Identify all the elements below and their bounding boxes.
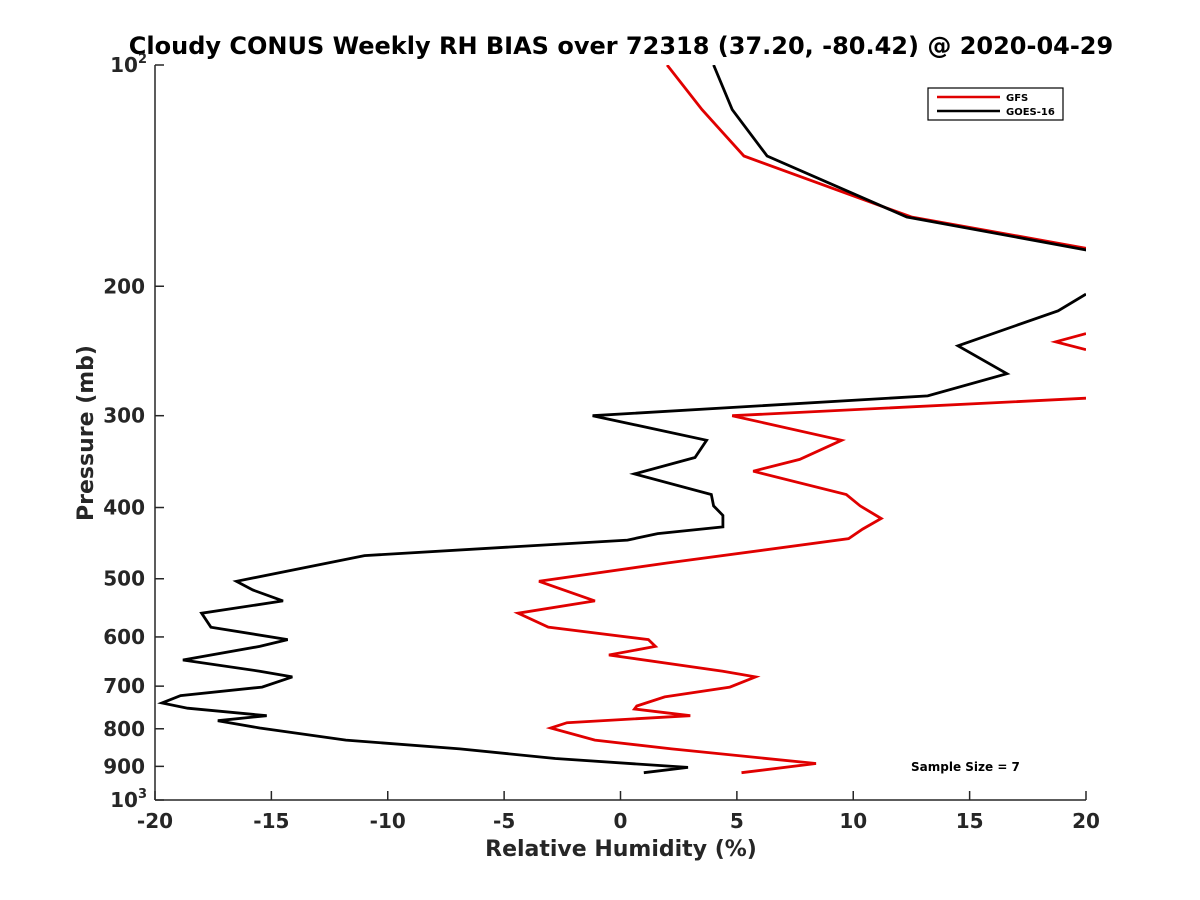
series-line-gfs bbox=[513, 396, 1086, 775]
x-tick-label: -10 bbox=[370, 809, 406, 833]
series-line-goes16 bbox=[157, 292, 1086, 775]
x-tick-label: 10 bbox=[839, 809, 867, 833]
x-tick-label: 20 bbox=[1072, 809, 1100, 833]
y-tick-label: 102 bbox=[110, 52, 147, 77]
y-tick-label: 700 bbox=[103, 674, 145, 698]
y-tick-label-exponent: 2 bbox=[138, 52, 147, 67]
plot-lines bbox=[157, 65, 1086, 775]
x-axis-ticks: -20 -15 -10 -5 0 5 10 15 20 bbox=[137, 791, 1100, 833]
y-tick-label-base: 10 bbox=[110, 788, 138, 812]
plot-area bbox=[155, 65, 1086, 800]
y-tick-label: 800 bbox=[103, 717, 145, 741]
chart-title: Cloudy CONUS Weekly RH BIAS over 72318 (… bbox=[129, 32, 1113, 60]
x-axis-label: Relative Humidity (%) bbox=[485, 837, 757, 862]
y-tick-label-exponent: 3 bbox=[138, 787, 147, 802]
legend-label-goes16: GOES-16 bbox=[1006, 107, 1055, 118]
legend: GFS GOES-16 bbox=[927, 87, 1064, 121]
y-tick-label-base: 10 bbox=[110, 53, 138, 77]
series-line-goes16 bbox=[712, 65, 1086, 252]
x-tick-label: -5 bbox=[493, 809, 515, 833]
x-tick-label: -15 bbox=[253, 809, 289, 833]
y-tick-label: 200 bbox=[103, 274, 145, 298]
x-tick-label: 5 bbox=[730, 809, 744, 833]
legend-label-gfs: GFS bbox=[1006, 93, 1028, 104]
y-tick-label: 400 bbox=[103, 496, 145, 520]
y-tick-label: 103 bbox=[110, 787, 147, 812]
y-tick-label: 300 bbox=[103, 404, 145, 428]
x-tick-label: -20 bbox=[137, 809, 173, 833]
y-tick-label: 600 bbox=[103, 625, 145, 649]
x-tick-label: 15 bbox=[956, 809, 984, 833]
series-line-gfs bbox=[1050, 332, 1086, 352]
y-axis-label: Pressure (mb) bbox=[74, 345, 99, 521]
y-tick-label: 900 bbox=[103, 754, 145, 778]
sample-size-annotation: Sample Size = 7 bbox=[911, 760, 1020, 774]
y-tick-label: 500 bbox=[103, 567, 145, 591]
x-tick-label: 0 bbox=[614, 809, 628, 833]
legend-box bbox=[927, 87, 1064, 121]
